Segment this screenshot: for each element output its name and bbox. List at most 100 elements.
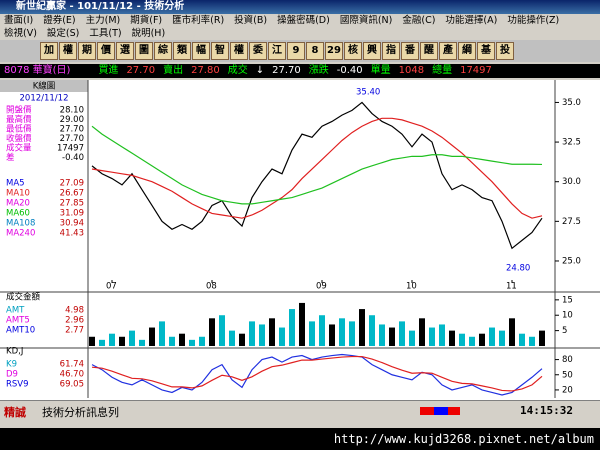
indicator: [420, 407, 460, 415]
menu-item[interactable]: 投資(B): [234, 15, 268, 26]
chart: K線圖 2012/11/12 開盤價 28.10 最高價 29.00 最低價 27.70 收…: [0, 80, 600, 400]
tool-button[interactable]: 江: [268, 42, 286, 60]
quote-bar: 8078 華寶(日) 買進 27.70 賣出 27.80 成交 ↓ 27.70 …: [0, 64, 600, 78]
ma-label: MA20: [6, 199, 30, 209]
tool-button[interactable]: 權: [230, 42, 248, 60]
value: 27.70: [272, 65, 301, 76]
panel-label: 成交金額: [6, 292, 41, 303]
menu-item[interactable]: 功能操作(Z): [507, 15, 560, 26]
tool-button[interactable]: 委: [249, 42, 267, 60]
menu-item[interactable]: 畫面(I): [4, 15, 34, 26]
panel-label: KD,J: [6, 347, 23, 357]
bar: [209, 318, 215, 346]
info-label: 成交量: [6, 143, 32, 154]
tool-button[interactable]: 指: [382, 42, 400, 60]
info-value: 29.00: [60, 115, 84, 125]
menu-bar: 檢視(V) 設定(S) 工具(T) 說明(H): [4, 27, 165, 40]
tool-button[interactable]: 核: [344, 42, 362, 60]
bar: [139, 339, 145, 346]
status-bar: 精誠 技術分析訊息列 14:15:32: [0, 400, 600, 421]
info-label: 收盤價: [6, 133, 32, 144]
tool-button[interactable]: 綱: [458, 42, 476, 60]
tool-button[interactable]: 類: [173, 42, 191, 60]
legend-label: AMT5: [6, 316, 30, 326]
tool-button[interactable]: 權: [59, 42, 77, 60]
menu-item[interactable]: 功能選擇(A): [445, 15, 498, 26]
menu-bar: 畫面(I) 證券(E) 主力(M) 期貨(F) 匯市利率(R) 投資(B) 操盤密碼(D) 國…: [4, 14, 559, 27]
bar: [249, 321, 255, 346]
menu-item[interactable]: 說明(H): [131, 28, 166, 39]
tool-button[interactable]: 智: [211, 42, 229, 60]
symbol: 8078 華寶(日): [4, 65, 71, 76]
y-tick-label: 20: [562, 385, 573, 395]
menu-item[interactable]: 操盤密碼(D): [277, 15, 330, 26]
legend-label: AMT10: [6, 326, 35, 336]
tool-button[interactable]: 醒: [420, 42, 438, 60]
ma-label: MA60: [6, 209, 30, 219]
tool-button[interactable]: 選: [116, 42, 134, 60]
bar: [319, 315, 325, 346]
title-bar: 新世紀贏家 - 101/11/12 - 技術分析: [0, 0, 600, 14]
menu-item[interactable]: 檢視(V): [4, 28, 37, 39]
message: 技術分析訊息列: [42, 406, 119, 419]
annotation: 35.40: [356, 88, 380, 98]
x-tick-label: 07: [106, 282, 117, 292]
info-label: 最高價: [6, 114, 32, 125]
menu-item[interactable]: 金融(C): [402, 15, 436, 26]
y-tick-label: 32.5: [562, 138, 581, 148]
series-line: [91, 101, 543, 250]
ma-label: MA5: [6, 179, 25, 189]
bar: [339, 318, 345, 346]
menu-item[interactable]: 匯市利率(R): [172, 15, 225, 26]
tool-button[interactable]: 番: [401, 42, 419, 60]
legend-value: 46.70: [60, 370, 84, 380]
label: 單量: [370, 65, 391, 76]
bar: [259, 324, 265, 346]
bar: [459, 333, 465, 346]
bar: [199, 336, 205, 346]
x-tick-label: 09: [316, 282, 327, 292]
y-tick-label: 5: [562, 326, 567, 336]
label: 總量: [432, 65, 453, 76]
ma-label: MA10: [6, 189, 30, 199]
label: 買進: [98, 65, 119, 76]
y-tick-label: 27.5: [562, 217, 581, 227]
tool-button[interactable]: 綜: [154, 42, 172, 60]
tool-button[interactable]: 興: [363, 42, 381, 60]
menu-item[interactable]: 國際資訊(N): [339, 15, 393, 26]
tool-button[interactable]: 價: [97, 42, 115, 60]
tool-button[interactable]: 加: [40, 42, 58, 60]
bar: [99, 339, 105, 346]
menu-item[interactable]: 證券(E): [43, 15, 76, 26]
tool-button[interactable]: 期: [78, 42, 96, 60]
bar: [309, 321, 315, 346]
bar: [119, 336, 125, 346]
series-line: [91, 353, 543, 396]
menu-item[interactable]: 工具(T): [89, 28, 122, 39]
tool-button[interactable]: 基: [477, 42, 495, 60]
tool-button[interactable]: 8: [306, 42, 324, 60]
menu-item[interactable]: 主力(M): [85, 15, 121, 26]
bar: [439, 324, 445, 346]
arrow: ↓: [255, 65, 265, 76]
menu-item[interactable]: 期貨(F): [130, 15, 163, 26]
bar: [509, 318, 515, 346]
y-tick-label: 15: [562, 295, 573, 305]
bar: [179, 333, 185, 346]
bar: [89, 336, 95, 346]
tool-button[interactable]: 投: [496, 42, 514, 60]
bar: [399, 321, 405, 346]
ma-value: 27.85: [60, 199, 84, 209]
menu-item[interactable]: 設定(S): [46, 28, 80, 39]
tool-button[interactable]: 幅: [192, 42, 210, 60]
y-tick-label: 80: [562, 355, 573, 365]
bar: [369, 315, 375, 346]
tool-button[interactable]: 圖: [135, 42, 153, 60]
y-tick-label: 35.0: [562, 98, 581, 108]
tool-button[interactable]: 9: [287, 42, 305, 60]
tool-button[interactable]: 產: [439, 42, 457, 60]
x-tick-label: 10: [406, 282, 417, 292]
info-value: 28.10: [60, 106, 84, 116]
tool-button[interactable]: 29: [325, 42, 343, 60]
